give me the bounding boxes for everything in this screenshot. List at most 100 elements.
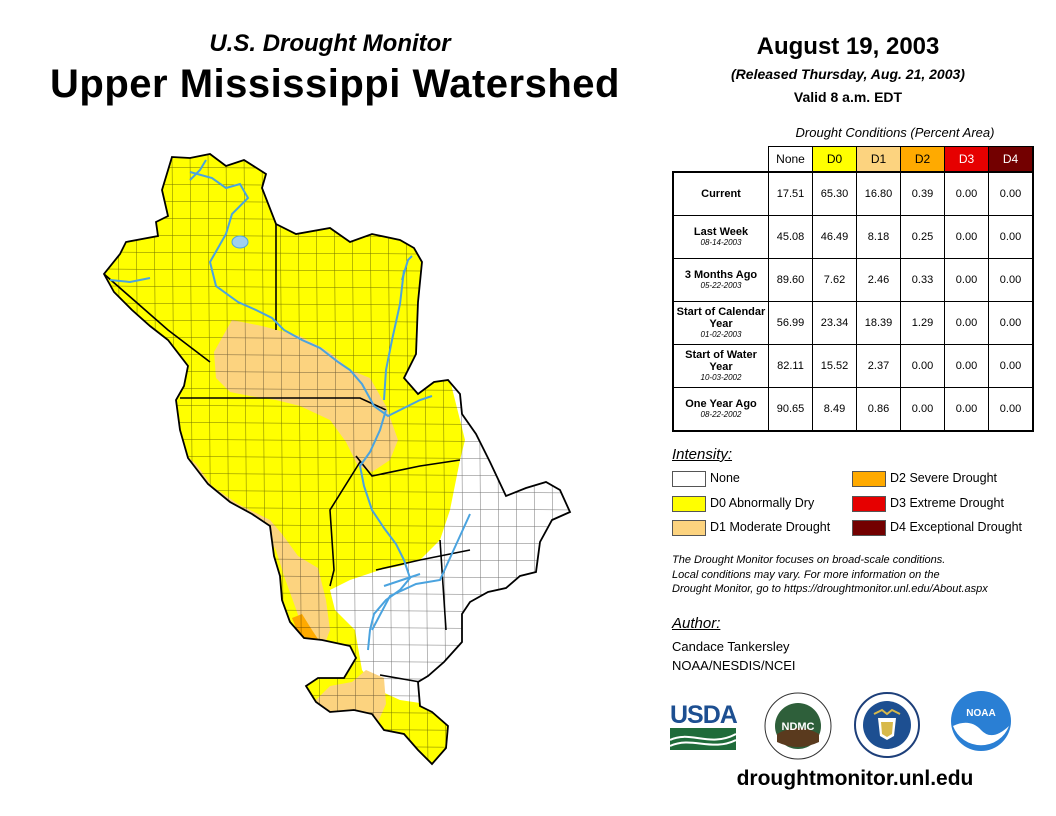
col-header-d0: D0 — [812, 146, 857, 173]
row-date: 08-22-2002 — [700, 410, 742, 419]
table-cell: 0.33 — [900, 258, 945, 302]
col-header-d1: D1 — [856, 146, 901, 173]
valid-time: Valid 8 a.m. EDT — [793, 89, 903, 105]
table-cell: 0.00 — [988, 387, 1034, 432]
table-cell: 18.39 — [856, 301, 901, 345]
author-block: Candace Tankersley NOAA/NESDIS/NCEI — [672, 637, 796, 675]
row-label-text: Current — [701, 188, 741, 200]
row-label: Last Week 08-14-2003 — [672, 215, 769, 259]
map-title: Upper Mississippi Watershed — [50, 62, 620, 106]
legend-swatch — [672, 496, 706, 512]
legend-swatch — [852, 471, 886, 487]
col-header-d2: D2 — [900, 146, 945, 173]
legend-label: D3 Extreme Drought — [890, 496, 1004, 510]
svg-text:NOAA: NOAA — [966, 708, 995, 719]
row-label-text: 3 Months Ago — [684, 269, 758, 281]
table-cell: 0.39 — [900, 171, 945, 216]
table-cell: 0.86 — [856, 387, 901, 432]
drought-conditions-table: None D0 D1 D2 D3 D4 Current 17.51 65.30 16.… — [672, 146, 1034, 432]
table-cell: 0.00 — [944, 215, 989, 259]
table-cell: 65.30 — [812, 171, 857, 216]
note-line: Drought Monitor, go to https://droughtmo… — [672, 583, 988, 595]
legend-label: D0 Abnormally Dry — [710, 496, 815, 510]
col-header-d3: D3 — [944, 146, 989, 173]
row-label-text: Start of Calendar Year — [676, 306, 766, 330]
commerce-seal — [854, 692, 920, 758]
lake — [231, 235, 249, 249]
ndmc-logo: NDMC — [764, 692, 832, 760]
table-cell: 89.60 — [768, 258, 813, 302]
table-cell: 56.99 — [768, 301, 813, 345]
table-cell: 0.00 — [944, 301, 989, 345]
legend-label: D1 Moderate Drought — [710, 520, 831, 534]
disclaimer-note: The Drought Monitor focuses on broad-sca… — [672, 553, 1052, 597]
usda-logo: USDA — [669, 702, 738, 750]
note-line: Local conditions may vary. For more info… — [672, 568, 940, 581]
row-label: One Year Ago 08-22-2002 — [672, 387, 769, 432]
table-cell: 0.00 — [944, 171, 989, 216]
author-heading: Author: — [672, 615, 721, 632]
author-name: Candace Tankersley — [672, 639, 790, 654]
row-label-text: Start of Water Year — [685, 349, 757, 373]
author-org: NOAA/NESDIS/NCEI — [672, 658, 796, 673]
table-row: Start of Water Year 10-03-2002 82.11 15.52 2… — [672, 344, 1034, 388]
row-label-text: One Year Ago — [685, 398, 757, 410]
row-label: Current — [672, 171, 769, 216]
table-cell: 0.00 — [988, 258, 1034, 302]
drought-map — [103, 153, 571, 765]
table-cell: 90.65 — [768, 387, 813, 432]
col-header-none: None — [768, 146, 813, 173]
noaa-logo: NOAA — [951, 691, 1011, 751]
table-cell: 16.80 — [856, 171, 901, 216]
table-row: 3 Months Ago 05-22-2003 89.60 7.62 2.46 0.33 0… — [672, 258, 1034, 302]
release-date: (Released Thursday, Aug. 21, 2003) — [731, 66, 965, 82]
row-label: 3 Months Ago 05-22-2003 — [672, 258, 769, 302]
table-cell: 0.00 — [988, 215, 1034, 259]
legend-label: D4 Exceptional Drought — [890, 520, 1023, 534]
table-cell: 46.49 — [812, 215, 857, 259]
map-date: August 19, 2003 — [756, 33, 940, 60]
legend-swatch — [672, 520, 706, 536]
table-cell: 0.00 — [988, 344, 1034, 388]
d1-region-central — [214, 320, 398, 472]
table-cell: 7.62 — [812, 258, 857, 302]
table-cell: 0.00 — [944, 344, 989, 388]
table-cell: 17.51 — [768, 171, 813, 216]
table-row: Current 17.51 65.30 16.80 0.39 0.00 0.00 — [672, 171, 1034, 216]
table-cell: 0.00 — [988, 301, 1034, 345]
row-date: 10-03-2002 — [700, 373, 742, 382]
table-cell: 2.46 — [856, 258, 901, 302]
legend-heading: Intensity: — [672, 446, 733, 463]
table-cell: 0.25 — [900, 215, 945, 259]
state-borders — [104, 224, 471, 683]
svg-text:NDMC: NDMC — [782, 721, 815, 733]
row-date: 01-02-2003 — [700, 330, 742, 339]
row-date: 05-22-2003 — [700, 281, 742, 290]
note-line: The Drought Monitor focuses on broad-sca… — [672, 554, 946, 566]
row-label: Start of Calendar Year 01-02-2003 — [672, 301, 769, 345]
table-caption: Drought Conditions (Percent Area) — [795, 125, 995, 140]
table-cell: 0.00 — [944, 258, 989, 302]
legend-swatch — [672, 471, 706, 487]
table-row: One Year Ago 08-22-2002 90.65 8.49 0.86 0.00 0… — [672, 387, 1034, 432]
table-cell: 0.00 — [900, 387, 945, 432]
legend-label: D2 Severe Drought — [890, 471, 998, 485]
table-cell: 82.11 — [768, 344, 813, 388]
table-cell: 0.00 — [944, 387, 989, 432]
rivers — [109, 159, 471, 651]
col-header-d4: D4 — [988, 146, 1034, 173]
table-cell: 0.00 — [900, 344, 945, 388]
website-url[interactable]: droughtmonitor.unl.edu — [736, 767, 974, 790]
table-row: Start of Calendar Year 01-02-2003 56.99 23.… — [672, 301, 1034, 345]
table-row: Last Week 08-14-2003 45.08 46.49 8.18 0.25 0.0… — [672, 215, 1034, 259]
table-cell: 8.49 — [812, 387, 857, 432]
row-label: Start of Water Year 10-03-2002 — [672, 344, 769, 388]
legend-label: None — [710, 471, 740, 485]
table-cell: 0.00 — [988, 171, 1034, 216]
row-label-text: Last Week — [693, 226, 749, 238]
table-cell: 15.52 — [812, 344, 857, 388]
table-cell: 1.29 — [900, 301, 945, 345]
map-subtitle: U.S. Drought Monitor — [209, 30, 451, 57]
legend-swatch — [852, 496, 886, 512]
table-cell: 8.18 — [856, 215, 901, 259]
